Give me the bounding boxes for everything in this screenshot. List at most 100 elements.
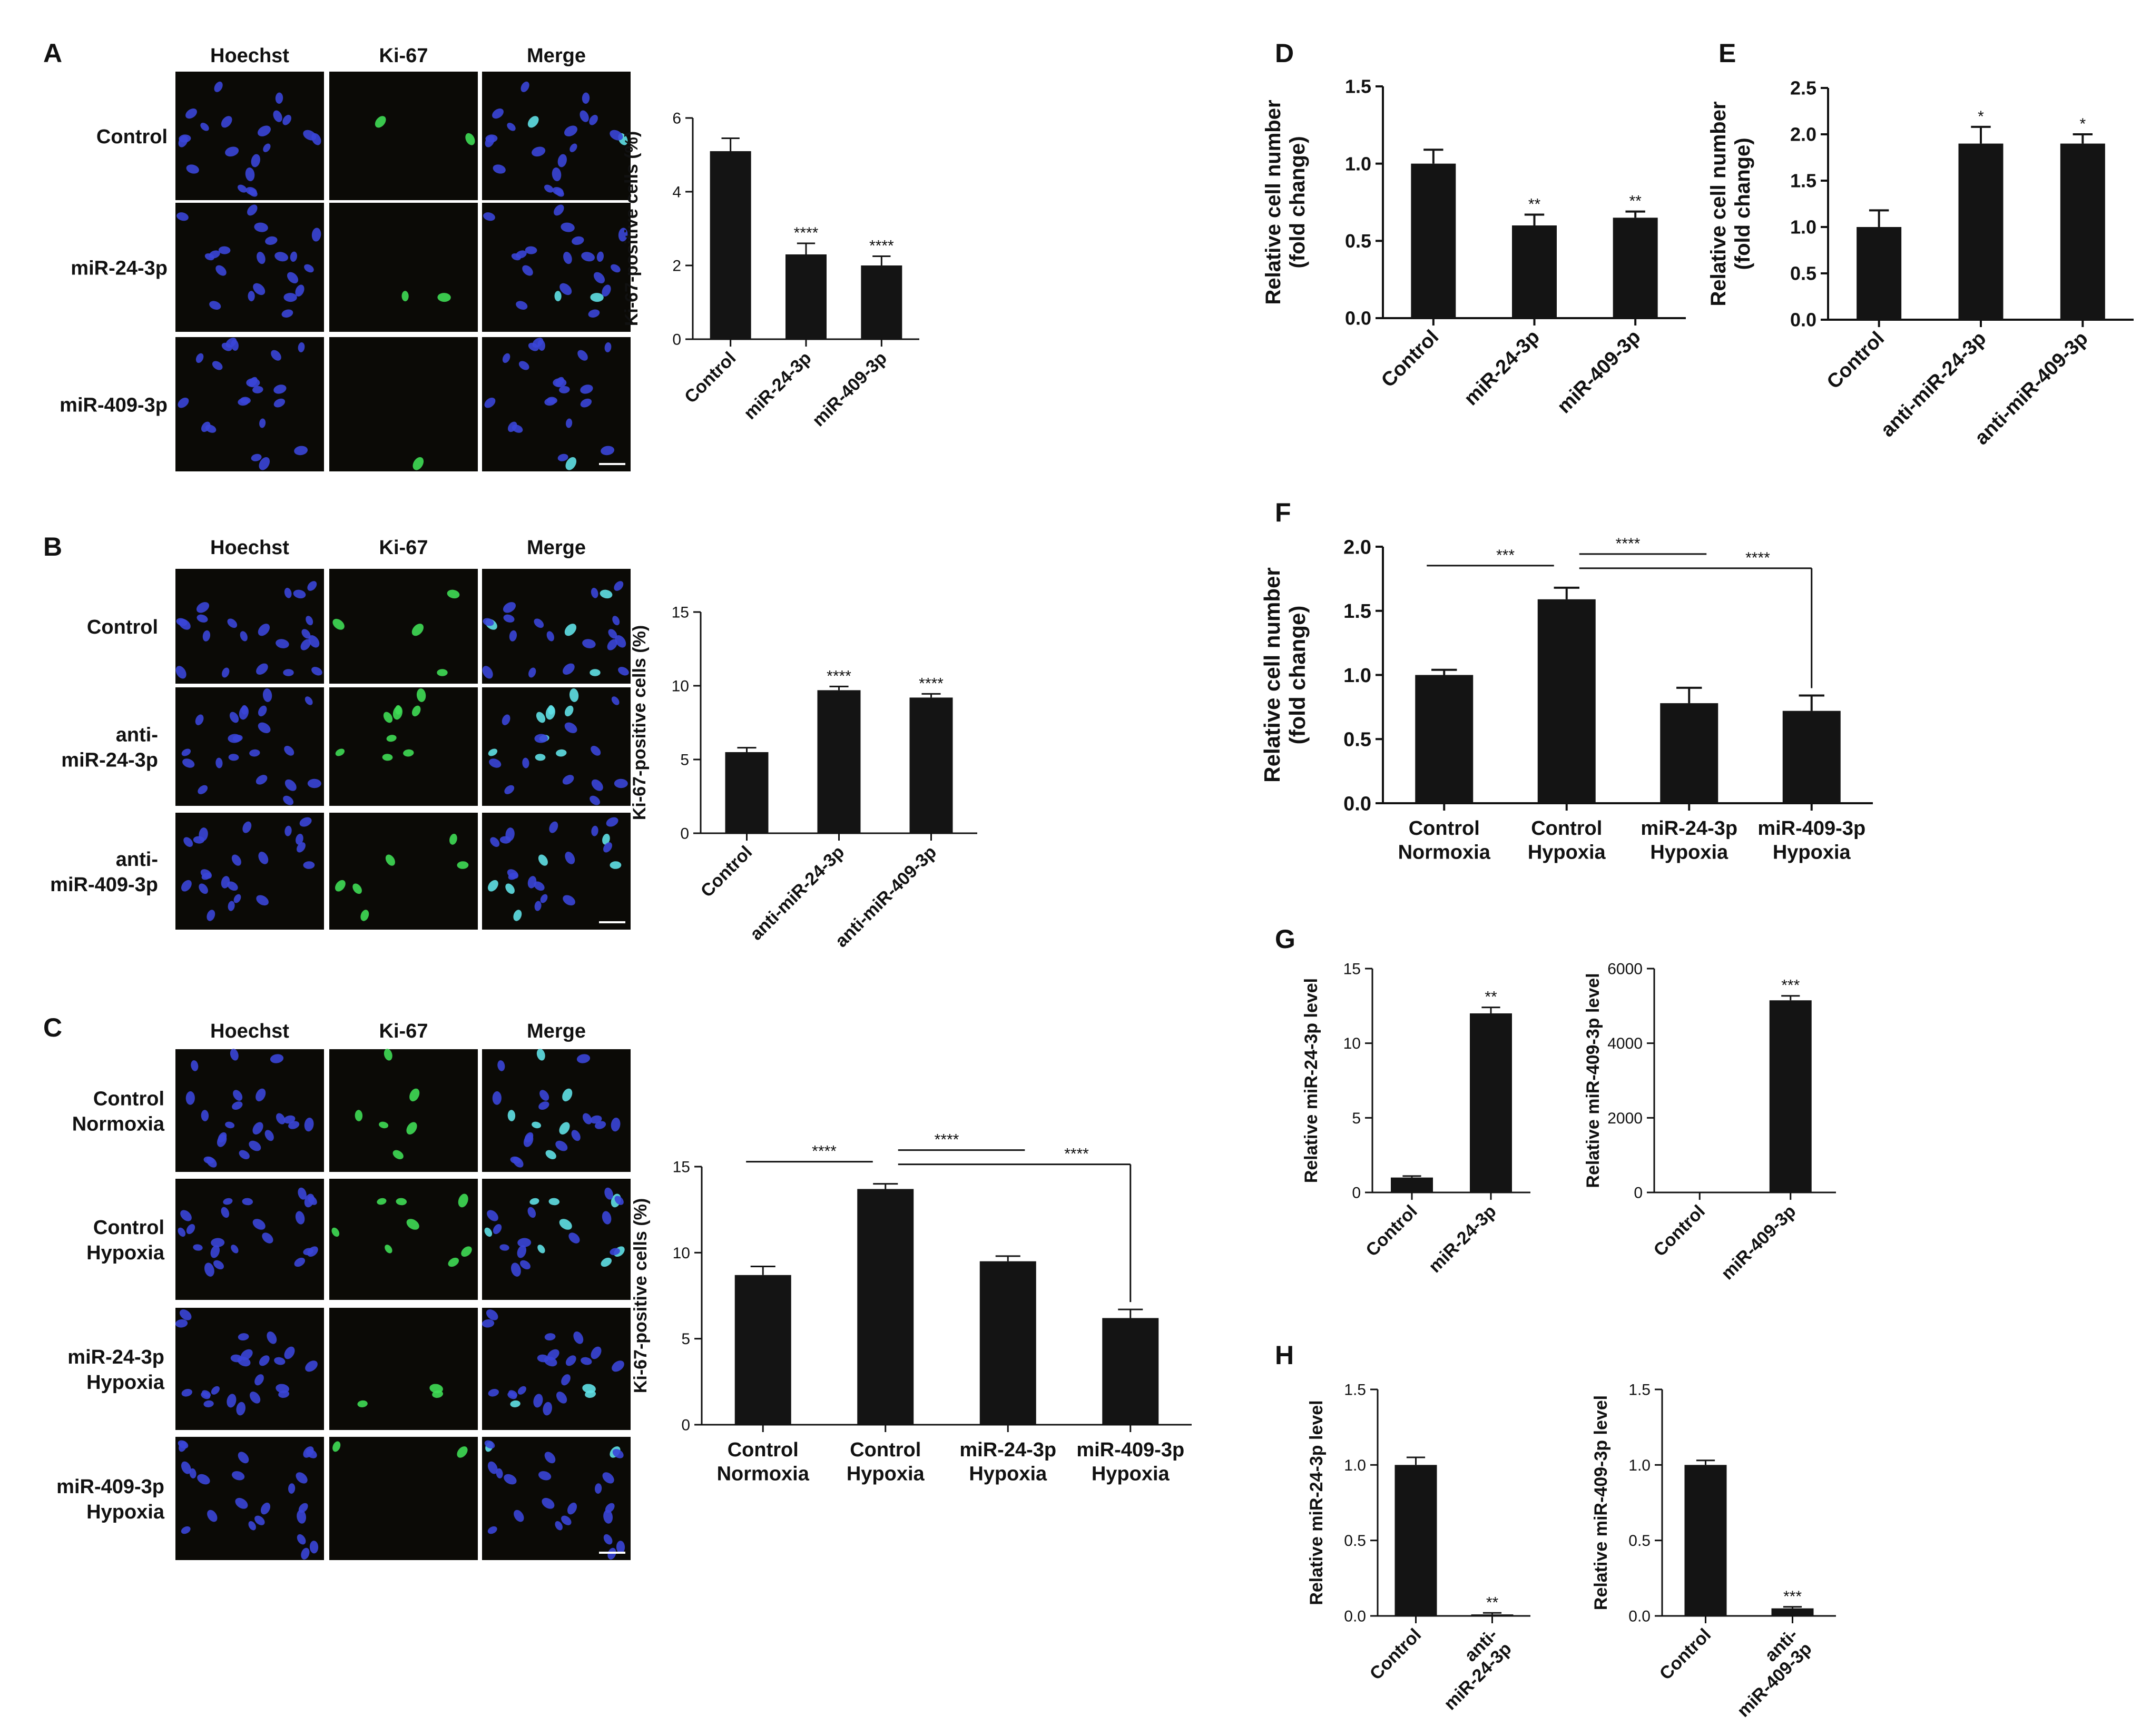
nucleus <box>231 339 239 351</box>
text-line: miR-24-3p <box>740 348 816 423</box>
nucleus <box>263 143 271 152</box>
nucleus <box>182 758 195 768</box>
x-tick-label: Control Normoxia <box>1398 817 1491 864</box>
nucleus <box>573 1331 584 1344</box>
significance-mark: **** <box>794 224 819 242</box>
nucleus <box>555 377 564 387</box>
micrograph-tile-hoechst <box>175 1179 324 1300</box>
bar <box>710 151 751 339</box>
nucleus <box>562 1088 573 1102</box>
nucleus <box>382 754 393 761</box>
bar <box>1471 1614 1514 1616</box>
nucleus <box>507 1110 516 1121</box>
nucleus <box>582 639 596 648</box>
nucleus <box>304 1117 314 1132</box>
nucleus <box>549 821 558 833</box>
tile-background <box>329 203 478 332</box>
bar <box>861 265 902 339</box>
nucleus <box>352 883 362 894</box>
nucleus <box>518 361 529 370</box>
text-line: anti-miR-409-3p <box>831 842 940 951</box>
micrograph-tile-ki67 <box>329 72 478 200</box>
micrograph-tile-ki67 <box>329 337 478 471</box>
significance-mark: ** <box>1486 1594 1499 1611</box>
nucleus <box>232 1101 243 1110</box>
nucleus <box>566 418 573 428</box>
nucleus <box>610 1248 620 1256</box>
nucleus <box>538 1471 552 1481</box>
nucleus <box>536 712 546 723</box>
nucleus <box>555 1140 568 1151</box>
nucleus <box>311 667 322 676</box>
bar-chart-g: 0 5 10 15 Relative miR-24-3p level Control ** m… <box>1301 961 1530 1277</box>
nucleus <box>437 669 448 676</box>
nucleus <box>377 1198 387 1205</box>
micrograph-tile-merge <box>482 1308 631 1430</box>
bar <box>725 752 769 833</box>
nucleus <box>547 705 555 715</box>
y-tick-label: 1.5 <box>1628 1382 1651 1399</box>
nucleus <box>249 1140 261 1151</box>
nucleus <box>614 778 628 788</box>
text-line: miR-24-3p <box>1641 817 1737 840</box>
nucleus <box>252 386 263 393</box>
text-line: Relative miR-24-3p level <box>1307 1400 1327 1605</box>
nucleus <box>504 785 515 794</box>
micrograph-tile-ki67 <box>329 1049 478 1172</box>
nucleus <box>482 666 493 679</box>
nucleus <box>591 587 598 598</box>
nucleus <box>395 705 402 715</box>
x-tick-label: anti-miR-409-3p <box>1970 328 2092 449</box>
y-tick-label: 0.5 <box>1345 230 1371 252</box>
nucleus <box>248 291 255 302</box>
bar <box>1394 1465 1437 1616</box>
y-tick-label: 0.0 <box>1628 1608 1651 1625</box>
nucleus <box>563 251 572 264</box>
y-axis-label: Relative cell number(fold change) <box>1707 101 1754 306</box>
nucleus <box>595 1121 606 1129</box>
nucleus <box>296 1472 308 1484</box>
y-tick-label: 0.5 <box>1628 1532 1651 1550</box>
nucleus <box>214 81 223 92</box>
nucleus <box>283 1115 296 1124</box>
nucleus <box>181 880 192 892</box>
nucleus <box>305 1360 318 1372</box>
text-line: Control <box>87 616 158 638</box>
nucleus <box>561 222 575 232</box>
significance-mark: *** <box>1783 1588 1802 1605</box>
bar <box>1660 703 1718 803</box>
nucleus <box>298 342 305 352</box>
text-line: miR-24-3p <box>67 1346 164 1368</box>
y-tick-label: 0.0 <box>1790 309 1816 331</box>
nucleus <box>258 852 269 864</box>
y-tick-label: 0.0 <box>1343 793 1371 815</box>
nucleus <box>258 722 271 733</box>
nucleus <box>554 204 564 216</box>
bar <box>909 697 953 833</box>
nucleus <box>297 842 306 853</box>
comparison-label: **** <box>1616 535 1641 553</box>
nucleus <box>185 1091 195 1105</box>
text-line: miR-409-3p <box>809 348 891 430</box>
nucleus <box>572 236 584 245</box>
bar-chart-f: 0.0 0.5 1.0 1.5 2.0 Relative cell number(fold… <box>1260 535 1873 864</box>
nucleus <box>564 125 578 136</box>
y-tick-label: 1.0 <box>1343 665 1371 687</box>
micrograph-grid-a: Hoechst Ki-67 Merge Control miR-24-3p miR-409… <box>60 45 631 471</box>
nucleus <box>544 1452 556 1464</box>
nucleus <box>492 108 504 119</box>
micrograph-grid-b: Hoechst Ki-67 MergeControlanti-miR-24-3pan… <box>50 537 631 930</box>
text-line: miR-409-3p <box>56 1476 164 1498</box>
nucleus <box>565 457 577 470</box>
nucleus <box>276 1113 286 1125</box>
nucleus <box>604 342 612 352</box>
nucleus <box>256 1088 266 1102</box>
nucleus <box>546 397 557 404</box>
channel-header: Ki-67 <box>379 45 428 67</box>
nucleus <box>221 1207 230 1218</box>
nucleus <box>228 734 241 743</box>
nucleus <box>591 746 601 756</box>
nucleus <box>543 1402 552 1416</box>
y-tick-label: 6000 <box>1607 961 1643 978</box>
row-label: Control Normoxia <box>72 1088 165 1136</box>
